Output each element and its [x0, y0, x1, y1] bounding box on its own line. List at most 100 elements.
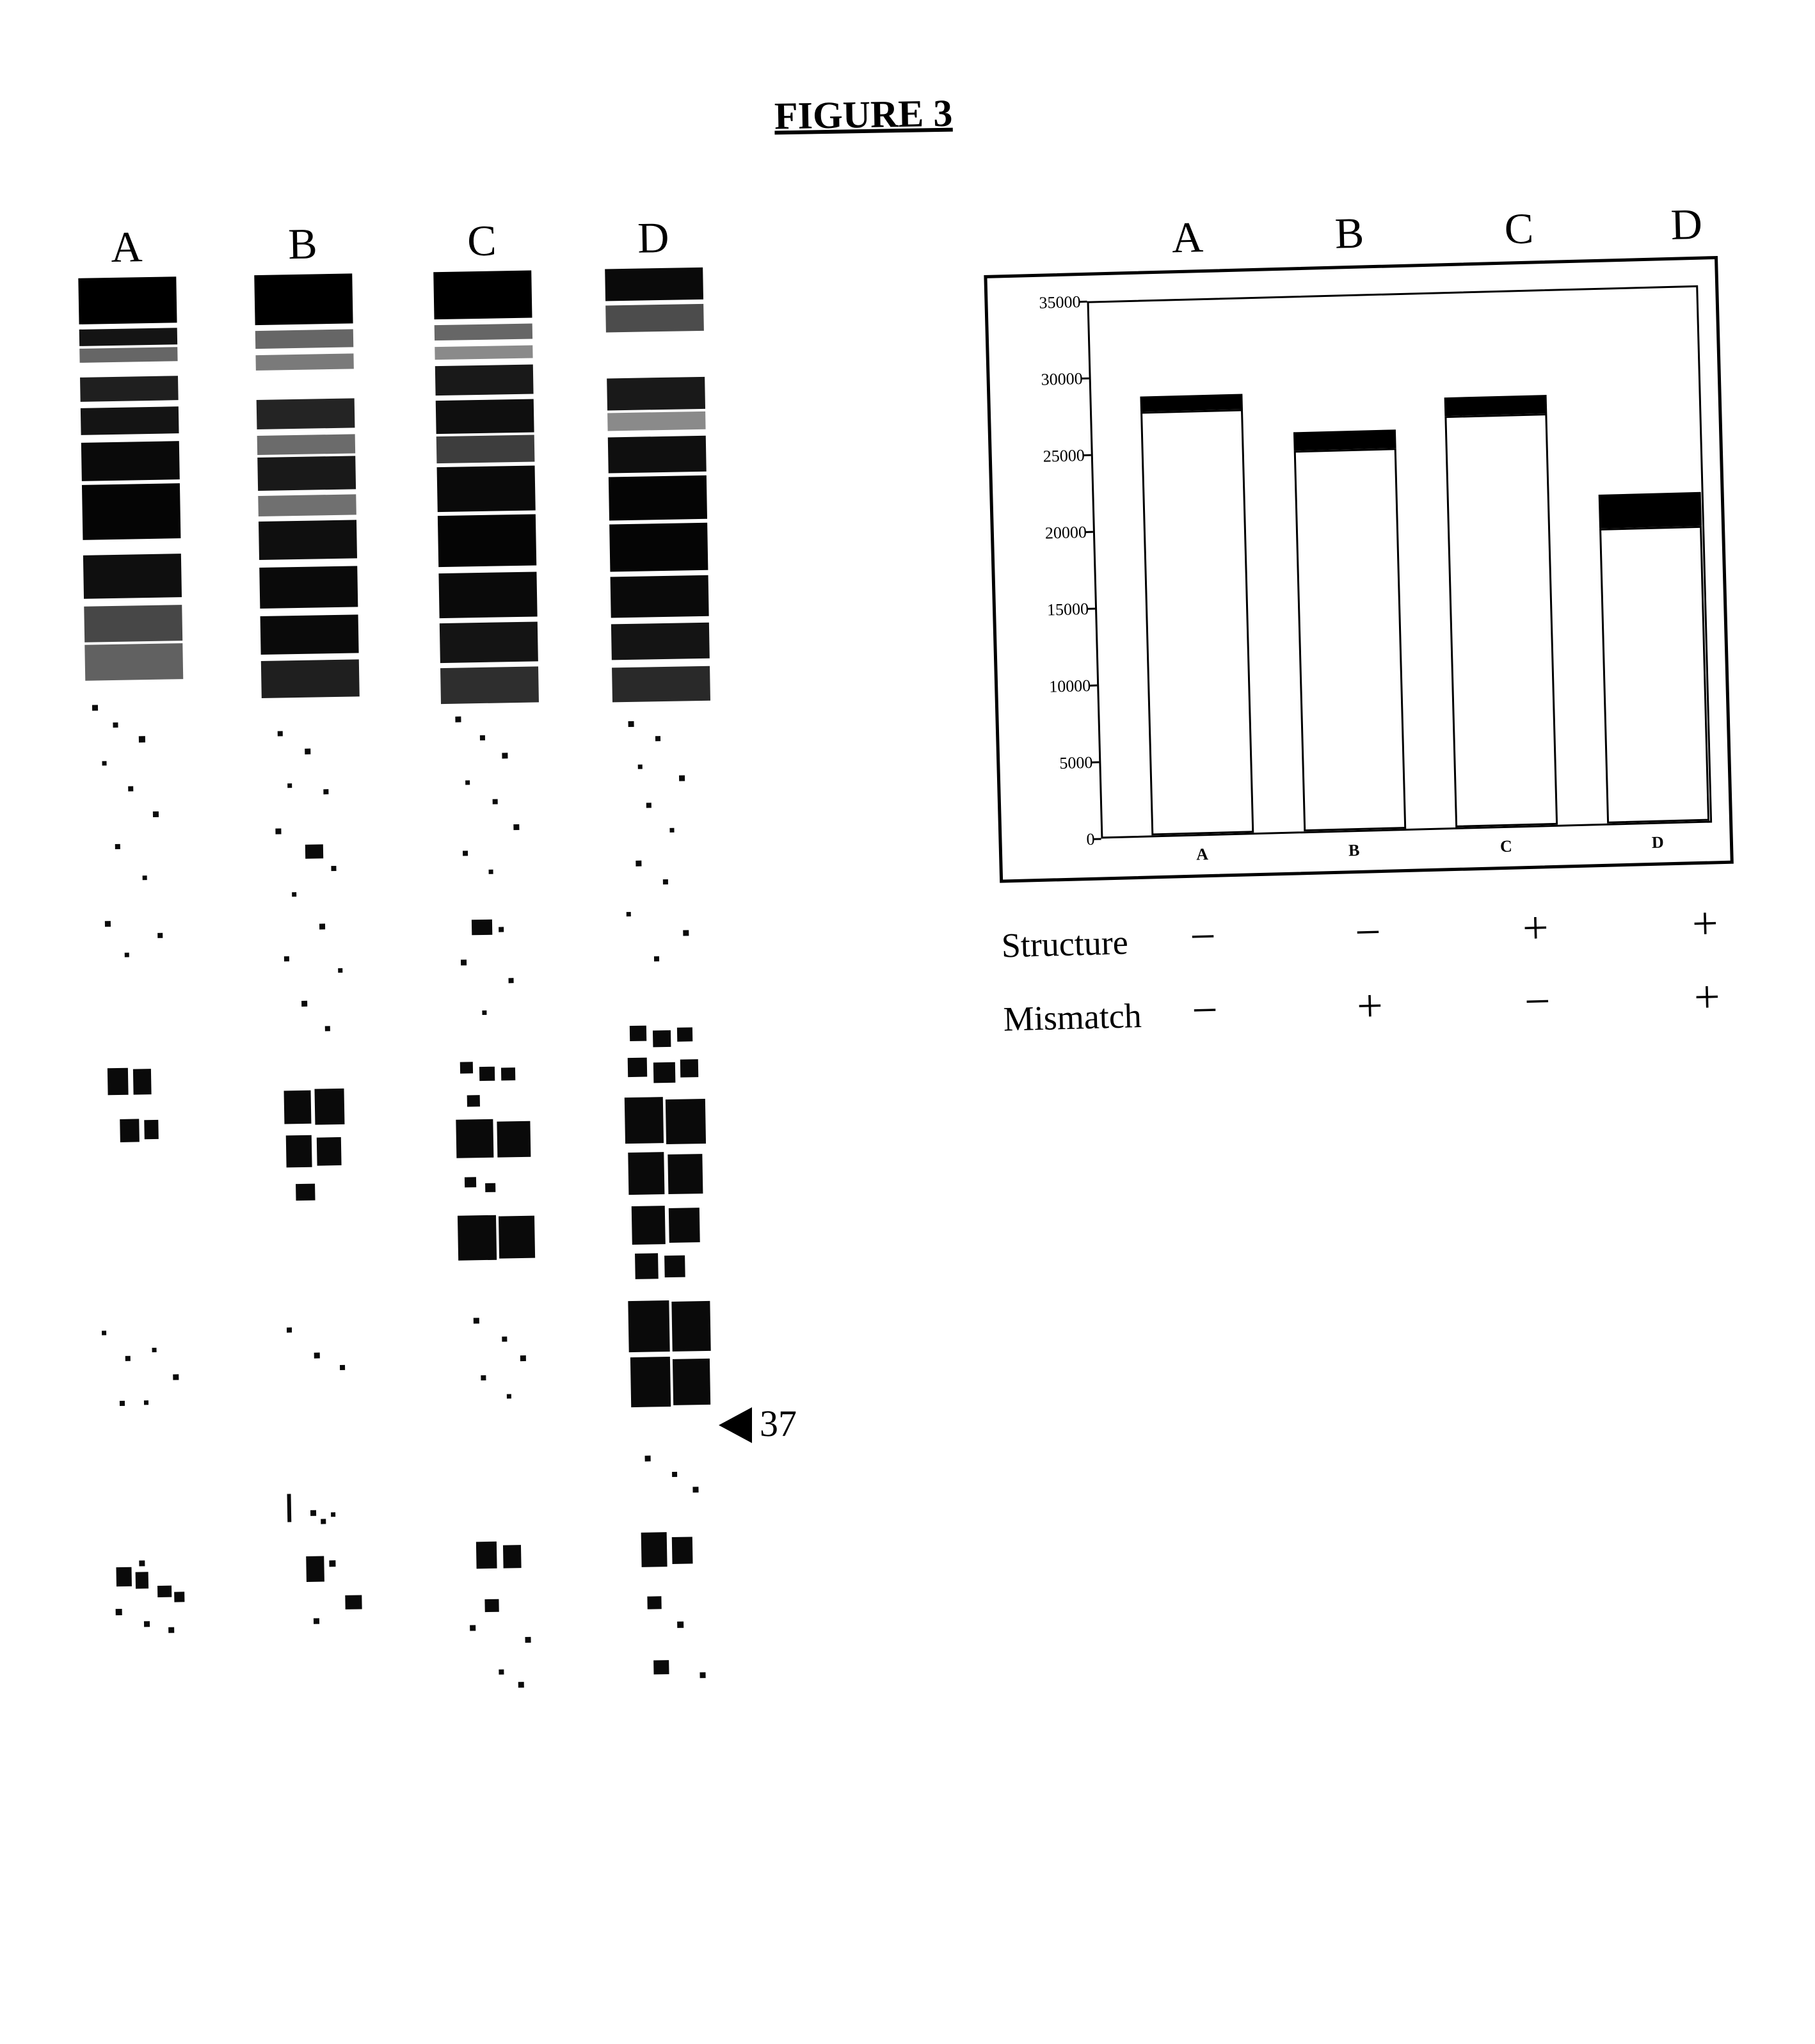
gel-band: [78, 276, 177, 324]
gel-band: [435, 365, 534, 396]
arrowhead-marker: [719, 1407, 752, 1443]
gel-speckle: [275, 828, 281, 834]
gel-speckle: [474, 1318, 479, 1323]
condition-cell: +: [1668, 970, 1746, 1025]
y-tick-label: 25000: [1027, 446, 1085, 467]
gel-speckle: [173, 1374, 179, 1380]
gel-speckle: [647, 1596, 661, 1609]
gel-speckle: [317, 1137, 342, 1166]
bar-group-C: [1441, 287, 1558, 827]
gel-band: [609, 523, 708, 572]
gel-lane-B: B: [250, 225, 381, 1718]
gel-band: [437, 465, 536, 512]
gel-speckle: [655, 736, 660, 741]
gel-speckle: [128, 786, 133, 792]
gel-band: [84, 643, 183, 681]
gel-speckle: [284, 956, 289, 961]
x-tick-label: A: [1196, 845, 1209, 864]
gel-speckle: [144, 1120, 159, 1139]
gel-speckle: [520, 1355, 526, 1361]
gel-lane-label: C: [467, 215, 497, 266]
y-tick-mark: [1091, 762, 1099, 763]
gel-band: [438, 514, 536, 567]
gel-speckle: [340, 1365, 345, 1370]
bar-group-D: [1593, 283, 1709, 824]
gel-band: [84, 605, 182, 643]
gel-speckle: [456, 1119, 493, 1158]
gel-speckle: [314, 1618, 319, 1624]
gel-band: [440, 621, 538, 663]
gel-speckle: [673, 1359, 710, 1405]
gel-speckle: [499, 1216, 535, 1259]
gel-speckle: [286, 1135, 312, 1168]
gel-speckle: [287, 783, 292, 788]
gel-band: [258, 494, 356, 516]
gel-speckle: [700, 1672, 705, 1678]
gel-speckle: [508, 978, 513, 983]
gel-speckle: [174, 1592, 184, 1602]
condition-cell: +: [1666, 896, 1744, 951]
gel-speckle: [632, 1206, 666, 1245]
gel-speckle: [666, 1099, 706, 1144]
bar-chart-outer: 05000100001500020000250003000035000ABCD: [984, 256, 1733, 883]
gel-speckle: [314, 1089, 344, 1125]
gel-band: [257, 434, 356, 455]
gel-band: [607, 377, 705, 411]
gel-speckle: [480, 735, 485, 740]
chart-column-label: C: [1504, 203, 1534, 254]
gel-speckle: [493, 799, 498, 804]
gel-speckle: [120, 1119, 140, 1142]
gel-speckle: [653, 1030, 671, 1047]
gel-band: [259, 566, 358, 609]
gel-speckle: [499, 927, 504, 932]
gel-speckle: [677, 1622, 684, 1628]
gel-lane-C: C: [429, 222, 561, 1715]
gel-band: [83, 554, 182, 599]
gel-band: [435, 324, 532, 341]
gel-band: [435, 346, 532, 360]
gel-speckle: [139, 1560, 145, 1566]
gel-band: [80, 376, 179, 402]
y-tick-label: 15000: [1031, 600, 1089, 620]
chart-column-label: D: [1670, 199, 1703, 250]
gel-speckle: [628, 721, 634, 727]
gel-panel: ABCD: [74, 219, 759, 1721]
y-tick-label: 35000: [1023, 292, 1081, 313]
gel-speckle: [630, 1026, 646, 1041]
gel-speckle: [630, 1357, 671, 1407]
gel-speckle: [115, 844, 120, 849]
gel-speckle: [683, 930, 689, 936]
gel-speckle: [143, 875, 147, 880]
gel-speckle: [470, 1625, 476, 1631]
gel-band: [607, 411, 705, 431]
gel-speckle: [310, 1510, 316, 1516]
gel-speckle: [489, 870, 493, 874]
gel-band: [257, 456, 356, 491]
gel-speckle: [321, 1519, 326, 1524]
bar-group-A: [1137, 296, 1254, 836]
x-tick-label: D: [1652, 833, 1665, 852]
gel-speckle: [507, 1394, 511, 1398]
gel-speckle: [116, 1567, 132, 1586]
gel-band: [605, 304, 704, 333]
bar-chart-inner: [1087, 285, 1712, 839]
gel-speckle: [296, 1184, 315, 1201]
gel-speckle: [467, 1095, 480, 1106]
gel-speckle: [479, 1067, 495, 1081]
condition-cell: −: [1165, 983, 1243, 1038]
gel-band: [612, 666, 710, 703]
gel-speckle: [482, 1010, 486, 1015]
gel-band: [255, 353, 353, 371]
gel-speckle: [125, 953, 129, 957]
gel-speckle: [645, 1456, 651, 1462]
gel-speckle: [672, 1472, 677, 1477]
gel-band: [440, 666, 539, 704]
arrowhead-label: 37: [760, 1402, 797, 1445]
gel-band: [611, 623, 710, 660]
bar-segment-white: [1294, 448, 1407, 831]
bar-group-B: [1290, 291, 1406, 831]
gel-speckle: [627, 912, 631, 916]
gel-speckle: [455, 717, 461, 723]
gel-speckle: [484, 1599, 499, 1612]
y-tick-mark: [1082, 378, 1089, 379]
